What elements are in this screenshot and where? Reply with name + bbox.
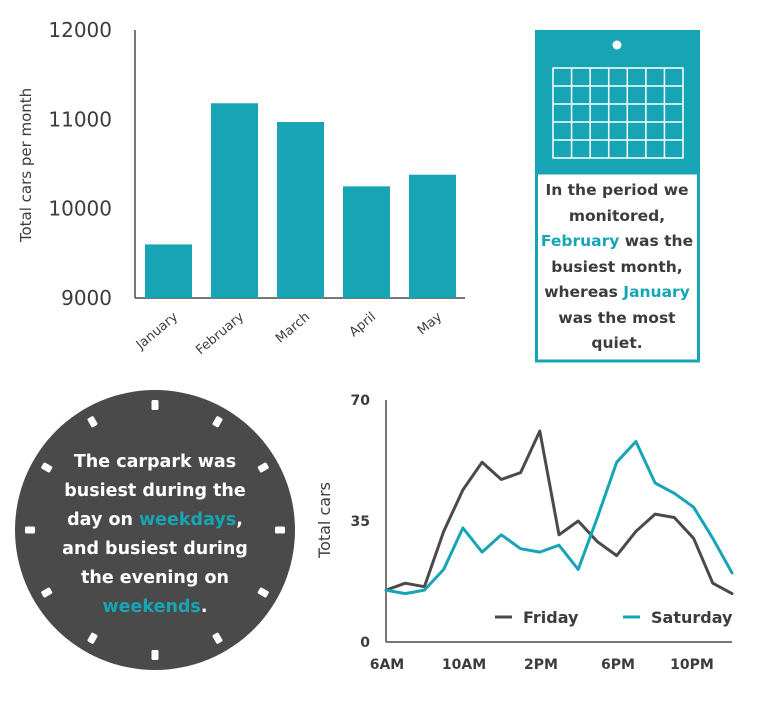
clock-note-line: , (236, 510, 243, 530)
clock-note-highlight: weekdays (139, 510, 237, 530)
legend-label-saturday: Saturday (651, 608, 733, 627)
clock-tick (151, 400, 159, 410)
bar-x-tick-label: January (133, 309, 181, 353)
line-y-tick-label: 35 (351, 514, 370, 530)
clock-face (15, 390, 295, 670)
bar-y-tick-label: 9000 (61, 286, 112, 310)
monthly-bar-chart: 12000 11000 10000 9000 January February March… (17, 18, 465, 358)
clock-note-line: and busiest during (62, 539, 248, 559)
clock-tick (41, 587, 53, 598)
bar-x-tick-label: February (193, 309, 247, 358)
bar-x-tick-label: March (273, 310, 313, 347)
clock-note-highlight: weekends (102, 597, 201, 617)
calendar-note-line: was the most (558, 308, 676, 327)
clock-note-line: . (200, 597, 208, 617)
clock-note-line: busiest during the (64, 481, 246, 501)
clock-tick (87, 632, 98, 644)
bar-april (343, 186, 390, 298)
clock-note: The carpark was busiest during the day o… (40, 448, 270, 622)
clock-note-line: the evening on (81, 568, 229, 588)
clock-tick (25, 526, 35, 534)
calendar-grid (552, 67, 684, 159)
hourly-line-chart: 70 35 0 6AM 10AM 2PM 6PM 10PM Friday Saturday T… (315, 393, 734, 673)
calendar-note-line: busiest month, (551, 257, 683, 276)
calendar-grid-frame (552, 67, 684, 159)
line-x-tick-label: 10PM (670, 657, 714, 673)
clock-note-line: The carpark was (73, 452, 237, 472)
clock-tick (257, 462, 269, 473)
bar-march (277, 122, 324, 298)
calendar-top (535, 30, 700, 173)
line-x-tick-label: 10AM (442, 657, 486, 673)
line-y-tick-label: 70 (351, 393, 371, 409)
calendar-ring (612, 40, 622, 50)
line-y-axis-label: Total cars (315, 482, 334, 559)
clock-tick (212, 632, 223, 644)
bar-y-tick-label: 10000 (48, 197, 112, 221)
calendar-note-line: In the period we (545, 181, 689, 199)
calendar-note-line: quiet. (591, 334, 643, 352)
bar-january (145, 244, 192, 298)
line-x-tick-label: 2PM (524, 657, 558, 673)
calendar-note-line: whereas (544, 283, 624, 301)
calendar-note-line: monitored, (568, 206, 666, 225)
bar-y-tick-label: 12000 (48, 18, 112, 42)
clock-tick (257, 587, 269, 598)
line-x-tick-label: 6AM (370, 657, 405, 673)
clock-tick (41, 462, 53, 473)
bar-may (409, 174, 456, 298)
bar-y-axis-label: Total cars per month (17, 88, 35, 243)
legend-label-friday: Friday (523, 608, 579, 627)
clock-tick (212, 416, 223, 428)
line-x-tick-label: 6PM (601, 657, 635, 673)
bar-y-tick-label: 11000 (48, 107, 112, 131)
calendar-note-line: was the (619, 232, 694, 250)
clock-icon (15, 390, 295, 670)
clock-note-line: day on (67, 510, 140, 530)
clock-tick (275, 526, 285, 534)
clock-tick (151, 650, 159, 660)
bar-february (211, 103, 258, 299)
calendar-icon (535, 30, 700, 363)
line-y-tick-label: 0 (360, 635, 370, 651)
calendar-note-highlight: February (540, 232, 620, 250)
bar-x-tick-label: April (347, 310, 379, 341)
series-line-friday (384, 429, 734, 596)
calendar-note: In the period we monitored, February was… (537, 178, 697, 357)
series-line-saturday (384, 440, 734, 596)
calendar-note-highlight: January (623, 283, 690, 301)
clock-tick (87, 416, 98, 428)
bar-x-tick-label: May (415, 309, 445, 338)
calendar-note-box (535, 171, 700, 363)
